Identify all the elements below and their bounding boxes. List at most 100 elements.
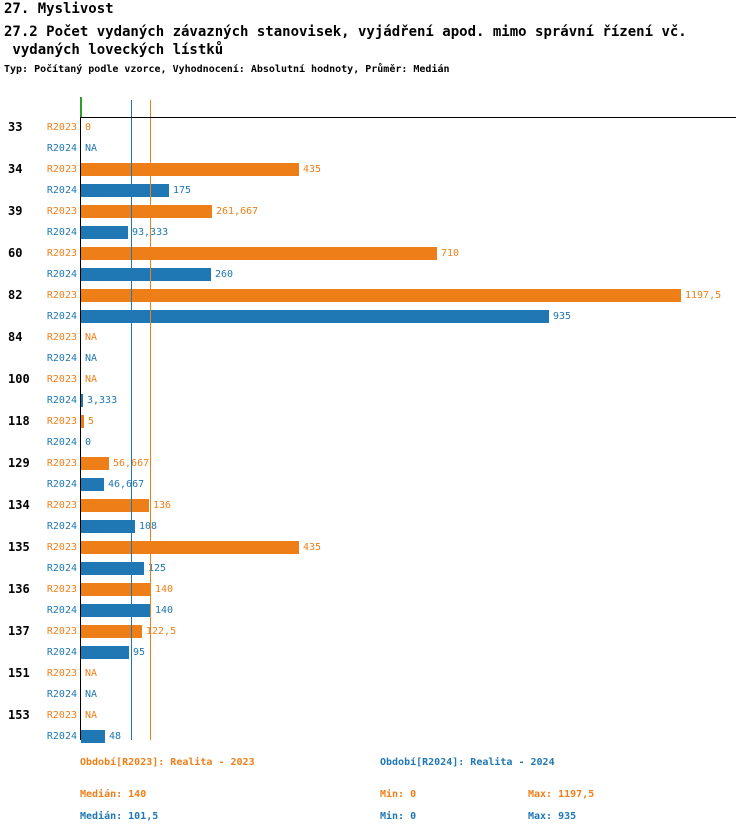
chart-subtitle-line2: vydaných loveckých lístků: [4, 42, 224, 58]
series-label: R2023: [46, 500, 77, 511]
bar-r2024: [81, 184, 169, 197]
bar-row-100-r2024: R2024 3,333: [0, 390, 750, 411]
value-label: 935: [553, 311, 572, 322]
legend-series-2023: Období[R2023]: Realita - 2023: [80, 757, 255, 768]
stat-max-2024: Max: 935: [528, 811, 577, 822]
bar-r2023: [81, 457, 109, 470]
category-label-118: 118: [8, 414, 30, 428]
category-label-100: 100: [8, 372, 30, 386]
stat-median-2023: Medián: 140: [80, 789, 147, 800]
bar-row-135-r2023: R2023 435: [0, 537, 750, 558]
bar-r2024: [81, 310, 549, 323]
category-label-33: 33: [8, 120, 23, 134]
category-label-153: 153: [8, 708, 30, 722]
bar-row-136-r2024: R2024 140: [0, 600, 750, 621]
series-label: R2023: [46, 290, 77, 301]
series-label: R2024: [46, 353, 77, 364]
value-label: 95: [133, 647, 146, 658]
category-label-134: 134: [8, 498, 30, 512]
bar-r2024: [81, 604, 151, 617]
value-label: NA: [85, 710, 98, 721]
value-label: 261,667: [216, 206, 259, 217]
bar-r2024: [81, 730, 105, 743]
value-label: 710: [441, 248, 460, 259]
stat-min-2023: Min: 0: [380, 789, 417, 800]
bar-r2023: [81, 625, 142, 638]
value-label: 140: [155, 605, 174, 616]
median-line-r2023: [150, 100, 151, 740]
value-label: 3,333: [87, 395, 118, 406]
value-label: NA: [85, 668, 98, 679]
series-label: R2023: [46, 584, 77, 595]
series-label: R2023: [46, 248, 77, 259]
series-label: R2024: [46, 647, 77, 658]
category-label-137: 137: [8, 624, 30, 638]
chart-meta: Typ: Počítaný podle vzorce, Vyhodnocení:…: [4, 64, 450, 75]
series-label: R2024: [46, 479, 77, 490]
series-label: R2023: [46, 374, 77, 385]
value-label: NA: [85, 374, 98, 385]
value-label: 46,667: [108, 479, 145, 490]
value-label: NA: [85, 689, 98, 700]
bar-row-134-r2024: R2024 108: [0, 516, 750, 537]
series-label: R2023: [46, 206, 77, 217]
value-label: 435: [303, 164, 322, 175]
stat-min-2024: Min: 0: [380, 811, 417, 822]
series-label: R2024: [46, 311, 77, 322]
bar-r2023: [81, 289, 681, 302]
plot-area: 33 R2023 0 R2024 NA 34 R2023 435 R2024 175 39 R2023…: [0, 95, 750, 757]
bar-r2024: [81, 394, 83, 407]
series-label: R2023: [46, 122, 77, 133]
bar-row-60-r2024: R2024 260: [0, 264, 750, 285]
category-label-135: 135: [8, 540, 30, 554]
bar-row-39-r2023: R2023 261,667: [0, 201, 750, 222]
value-label: 140: [155, 584, 174, 595]
legend-series-2024: Období[R2024]: Realita - 2024: [380, 757, 555, 768]
category-label-60: 60: [8, 246, 23, 260]
value-label: 0: [85, 437, 92, 448]
chart-subtitle-line1: 27.2 Počet vydaných závazných stanovisek…: [4, 24, 687, 40]
stat-max-2023: Max: 1197,5: [528, 789, 595, 800]
series-label: R2023: [46, 542, 77, 553]
series-label: R2024: [46, 143, 77, 154]
zero-tick: [80, 97, 82, 117]
bar-row-134-r2023: R2023 136: [0, 495, 750, 516]
bar-row-137-r2023: R2023 122,5: [0, 621, 750, 642]
value-label: 122,5: [146, 626, 177, 637]
value-label: 48: [109, 731, 122, 742]
series-label: R2024: [46, 185, 77, 196]
category-label-129: 129: [8, 456, 30, 470]
bar-r2023: [81, 415, 84, 428]
bar-row-118-r2024: R2024 0: [0, 432, 750, 453]
bar-row-33-r2024: R2024 NA: [0, 138, 750, 159]
series-label: R2023: [46, 416, 77, 427]
bar-row-60-r2023: R2023 710: [0, 243, 750, 264]
value-label: NA: [85, 143, 98, 154]
bar-row-153-r2023: R2023 NA: [0, 705, 750, 726]
bar-row-34-r2024: R2024 175: [0, 180, 750, 201]
bar-row-118-r2023: R2023 5: [0, 411, 750, 432]
median-line-r2024: [131, 100, 132, 740]
series-label: R2024: [46, 521, 77, 532]
category-label-82: 82: [8, 288, 23, 302]
bar-r2023: [81, 541, 299, 554]
category-label-84: 84: [8, 330, 23, 344]
bar-row-129-r2023: R202356,667: [0, 453, 750, 474]
bar-row-100-r2023: R2023 NA: [0, 369, 750, 390]
value-label: 0: [85, 122, 92, 133]
bar-row-82-r2024: R2024 935: [0, 306, 750, 327]
series-label: R2024: [46, 731, 77, 742]
series-label: R2023: [46, 458, 77, 469]
category-label-39: 39: [8, 204, 23, 218]
bar-r2023: [81, 163, 299, 176]
bar-r2023: [81, 583, 151, 596]
series-label: R2024: [46, 605, 77, 616]
series-label: R2024: [46, 227, 77, 238]
bar-r2023: [81, 499, 149, 512]
bar-row-137-r2024: R2024 95: [0, 642, 750, 663]
value-label: 136: [153, 500, 172, 511]
value-label: 435: [303, 542, 322, 553]
series-label: R2023: [46, 710, 77, 721]
